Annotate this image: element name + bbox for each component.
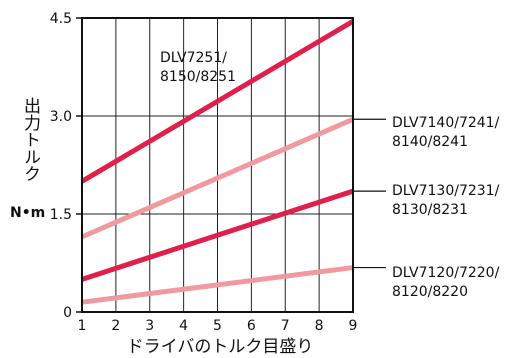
series-line (81, 265, 354, 305)
x-axis-title: ドライバのトルク目盛り (127, 337, 314, 357)
y-axis-unit: N•m (10, 205, 45, 221)
x-tick-label: 2 (111, 318, 120, 334)
x-tick-label: 5 (213, 318, 222, 334)
series-label: DLV7130/7231/ (392, 183, 500, 199)
series-label: DLV7140/7241/ (392, 115, 500, 131)
series-labels: DLV7251/8150/8251 DLV7140/7241/8140/8241 D… (160, 50, 500, 300)
x-tick-label: 6 (247, 318, 256, 334)
y-axis-ticks: 0 1.5 3.0 4.5 (50, 11, 82, 321)
series-line (81, 188, 354, 282)
y-axis-title: 出力トルク (20, 97, 41, 182)
x-axis-ticks: 1 2 3 4 5 6 7 8 9 (78, 318, 358, 334)
series-label: 8120/8220 (392, 284, 468, 300)
y-tick-label: 4.5 (50, 11, 72, 27)
x-tick-label: 7 (281, 318, 290, 334)
x-tick-label: 9 (349, 318, 358, 334)
plot-frame (81, 17, 354, 313)
series-label: 8130/8231 (392, 202, 468, 218)
x-tick-label: 4 (179, 318, 188, 334)
x-tick-label: 1 (78, 318, 87, 334)
series-label: DLV7251/ (160, 50, 227, 66)
series-label: 8140/8241 (392, 134, 468, 150)
series-line (80, 19, 355, 184)
y-tick-label: 3.0 (50, 109, 72, 125)
plot-lines (80, 19, 355, 305)
series-label: 8150/8251 (160, 69, 236, 85)
series-line (81, 116, 354, 240)
x-tick-label: 8 (315, 318, 324, 334)
y-tick-label: 1.5 (50, 207, 72, 223)
x-tick-label: 3 (145, 318, 154, 334)
series-label: DLV7120/7220/ (392, 265, 500, 281)
plot-border (81, 17, 354, 313)
y-tick-label: 0 (63, 305, 72, 321)
